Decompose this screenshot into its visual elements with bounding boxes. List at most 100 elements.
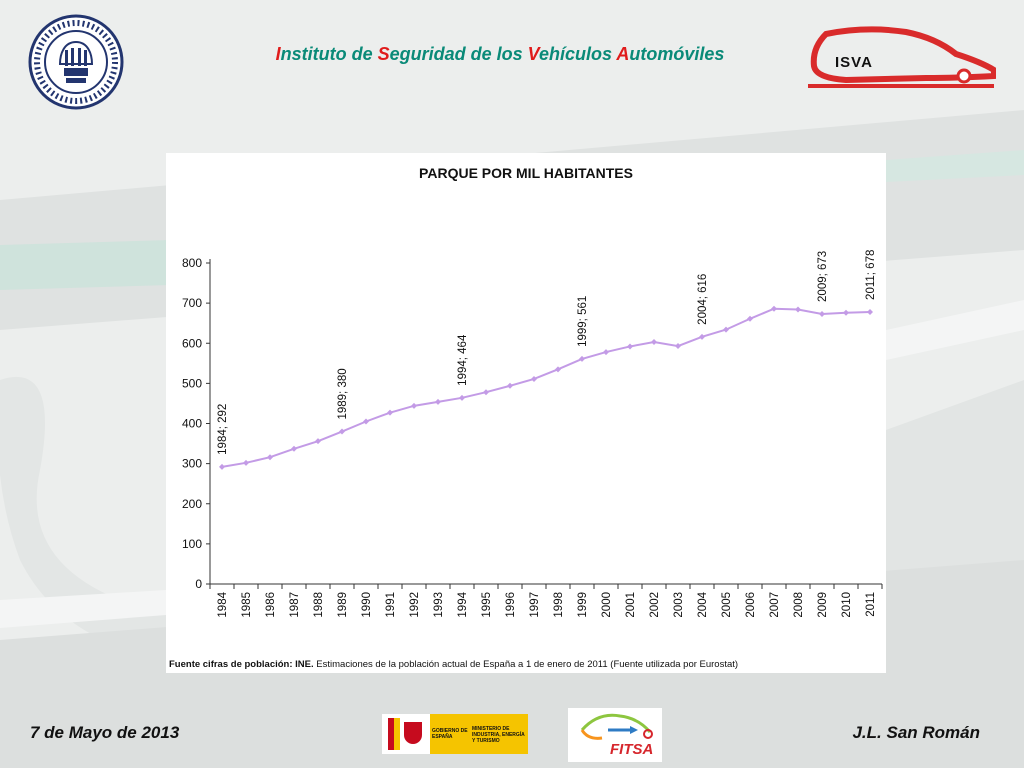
data-point — [507, 382, 513, 389]
footer-author: J.L. San Román — [852, 723, 980, 742]
title-initial: S — [377, 44, 390, 64]
university-seal-logo — [28, 14, 124, 110]
x-tick-label: 1988 — [313, 592, 325, 618]
data-point — [795, 306, 801, 313]
x-tick-label: 1990 — [361, 592, 373, 618]
title-initial: I — [275, 44, 281, 64]
x-tick-label: 2001 — [625, 592, 637, 618]
x-tick-label: 1994 — [457, 591, 469, 617]
data-point — [219, 463, 225, 470]
x-tick-label: 1987 — [289, 592, 301, 618]
y-tick-label: 600 — [182, 336, 202, 350]
x-tick-label: 2010 — [841, 592, 853, 618]
title-text: utomóviles — [629, 44, 725, 64]
gov-logo-text: GOBIERNO DE ESPAÑA — [432, 728, 468, 740]
source-note: Fuente cifras de población: INE. Estimac… — [169, 659, 738, 670]
x-tick-label: 2005 — [721, 592, 733, 618]
data-point — [411, 402, 417, 409]
line-chart: 0 100 200 300 400 500 600 700 800 1984 1985 1986 198… — [182, 250, 883, 618]
source-note-bold: Fuente cifras de población: INE. — [169, 659, 314, 670]
x-tick-label: 2002 — [649, 592, 661, 618]
chart-title: PARQUE POR MIL HABITANTES — [419, 165, 633, 181]
data-point — [339, 428, 345, 435]
x-tick-label: 2009 — [817, 592, 829, 618]
data-point — [819, 310, 825, 317]
x-tick-label: 1999 — [577, 592, 589, 618]
y-tick-label: 100 — [182, 537, 202, 551]
data-label: 2004; 616 — [697, 274, 709, 325]
x-tick-label: 2008 — [793, 592, 805, 618]
x-tick-label: 1995 — [481, 592, 493, 618]
data-point — [771, 305, 777, 312]
x-tick-label: 2011 — [865, 592, 877, 617]
chart-panel: 0 100 200 300 400 500 600 700 800 1984 1985 1986 198… — [166, 153, 886, 673]
fitsa-logo — [568, 708, 662, 762]
x-tick-label: 1984 — [217, 591, 229, 617]
data-point — [315, 438, 321, 445]
data-point — [699, 333, 705, 340]
fitsa-label: FITSA — [610, 741, 654, 758]
spain-flag-icon — [382, 714, 430, 754]
y-tick-label: 0 — [195, 577, 202, 591]
data-point — [723, 326, 729, 333]
data-point — [555, 366, 561, 373]
footer-date: 7 de Mayo de 2013 — [30, 723, 180, 742]
x-tick-label: 1993 — [433, 592, 445, 618]
data-label: 1989; 380 — [337, 368, 349, 419]
x-tick-label: 2003 — [673, 592, 685, 618]
x-tick-label: 1992 — [409, 592, 421, 618]
source-note-text: Estimaciones de la población actual de E… — [313, 659, 739, 670]
data-point — [483, 389, 489, 396]
data-label: 2011; 678 — [865, 250, 877, 300]
isva-car-logo — [808, 26, 996, 88]
data-point — [651, 339, 657, 346]
title-text: nstituto de — [280, 44, 378, 64]
x-tick-label: 2007 — [769, 592, 781, 618]
x-tick-label: 2006 — [745, 592, 757, 618]
y-tick-label: 300 — [182, 457, 202, 471]
ministry-logo-text: MINISTERIO DE INDUSTRIA, ENERGÍA Y TURIS… — [472, 726, 525, 744]
y-tick-label: 800 — [182, 256, 202, 270]
data-point — [243, 459, 249, 466]
x-tick-label: 2000 — [601, 592, 613, 618]
data-label: 2009; 673 — [817, 251, 829, 302]
title-text: ehículos — [539, 44, 617, 64]
data-point — [267, 454, 273, 461]
y-tick-label: 700 — [182, 296, 202, 310]
data-point — [843, 309, 849, 316]
data-point — [363, 418, 369, 425]
title-initial: V — [527, 44, 539, 64]
header: Instituto de Seguridad de los Vehículos … — [0, 0, 1024, 110]
data-point — [531, 375, 537, 382]
title-text: eguridad de los — [389, 44, 528, 64]
data-point — [627, 343, 633, 350]
data-label: 1984; 292 — [217, 404, 229, 455]
y-tick-label: 500 — [182, 376, 202, 390]
data-point — [867, 308, 873, 315]
x-tick-label: 1986 — [265, 592, 277, 618]
x-tick-label: 2004 — [697, 591, 709, 617]
x-tick-label: 1985 — [241, 592, 253, 618]
series-line — [221, 307, 871, 468]
x-tick-label: 1996 — [505, 592, 517, 618]
isva-label: ISVA — [835, 54, 873, 71]
x-tick-label: 1989 — [337, 592, 349, 618]
x-tick-label: 1991 — [385, 592, 397, 618]
institute-title: Instituto de Seguridad de los Vehículos … — [200, 44, 800, 65]
y-tick-label: 400 — [182, 417, 202, 431]
data-point — [747, 315, 753, 322]
government-ministry-logo: GOBIERNO DE ESPAÑA MINISTERIO DE INDUSTR… — [382, 714, 528, 754]
data-point — [291, 445, 297, 452]
data-label: 1994; 464 — [457, 334, 469, 386]
title-initial: A — [616, 44, 630, 64]
data-point — [435, 398, 441, 405]
y-tick-label: 200 — [182, 497, 202, 511]
data-label: 1999; 561 — [577, 296, 589, 347]
data-point — [579, 355, 585, 362]
data-point — [603, 349, 609, 356]
x-tick-label: 1998 — [553, 592, 565, 618]
x-tick-label: 1997 — [529, 592, 541, 618]
data-point — [459, 394, 465, 401]
data-point — [675, 343, 681, 350]
data-point — [387, 409, 393, 416]
